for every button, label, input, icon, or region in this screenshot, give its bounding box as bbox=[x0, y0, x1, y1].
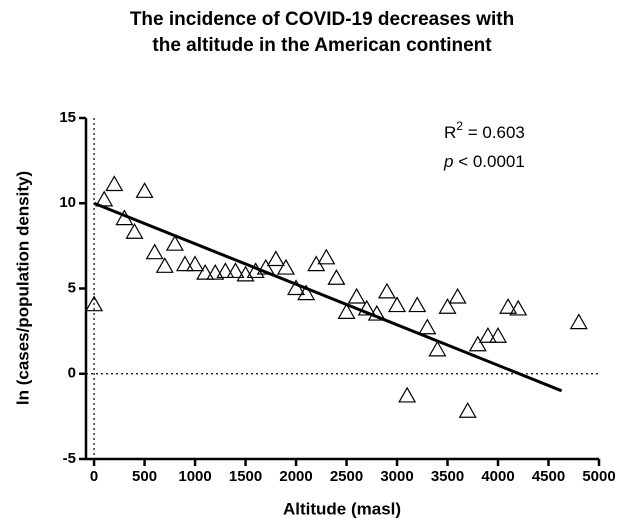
point bbox=[509, 299, 528, 316]
r-squared: R2 = 0.603 bbox=[444, 119, 525, 142]
point bbox=[367, 304, 386, 321]
x-tick-label: 0 bbox=[90, 468, 98, 485]
r2-text: R bbox=[444, 123, 456, 142]
y-tick-label: -5 bbox=[63, 450, 76, 467]
p-text: p bbox=[443, 152, 453, 171]
x-tick-label: 2500 bbox=[330, 468, 363, 485]
point bbox=[297, 284, 316, 301]
point bbox=[347, 287, 366, 304]
point bbox=[468, 335, 487, 352]
point bbox=[186, 255, 205, 272]
point bbox=[145, 243, 164, 260]
point bbox=[165, 234, 184, 251]
x-tick-label: 4500 bbox=[532, 468, 565, 485]
point bbox=[115, 209, 134, 226]
point bbox=[276, 258, 295, 275]
point bbox=[125, 223, 144, 239]
p-value: p < 0.0001 bbox=[443, 152, 525, 171]
point bbox=[95, 190, 114, 207]
point bbox=[458, 402, 477, 418]
x-axis-label: Altitude (masl) bbox=[283, 499, 401, 518]
point bbox=[327, 269, 346, 285]
point bbox=[569, 313, 588, 330]
x-tick-label: 2000 bbox=[279, 468, 312, 485]
point bbox=[287, 279, 306, 296]
point bbox=[448, 287, 467, 304]
r2-sup: 2 bbox=[456, 119, 463, 133]
point bbox=[488, 327, 508, 343]
point bbox=[85, 295, 104, 312]
r2-value: = 0.603 bbox=[463, 123, 525, 142]
y-tick-label: 10 bbox=[59, 194, 76, 211]
point bbox=[226, 262, 245, 279]
chart-title: the altitude in the American continent bbox=[152, 35, 492, 56]
point bbox=[478, 327, 497, 343]
x-tick-label: 3000 bbox=[380, 468, 413, 485]
point bbox=[105, 175, 124, 192]
point bbox=[387, 296, 407, 313]
point bbox=[266, 250, 285, 267]
point bbox=[499, 298, 518, 314]
point bbox=[175, 255, 194, 272]
point bbox=[438, 298, 457, 314]
point bbox=[236, 265, 255, 282]
point bbox=[135, 182, 154, 198]
x-tick-label: 1500 bbox=[229, 468, 262, 485]
point bbox=[256, 258, 275, 275]
y-tick-label: 5 bbox=[68, 279, 76, 296]
point bbox=[377, 282, 396, 299]
point bbox=[428, 340, 447, 357]
point bbox=[357, 299, 376, 316]
x-tick-label: 5000 bbox=[582, 468, 615, 485]
point bbox=[155, 257, 174, 273]
y-tick-label: 15 bbox=[59, 109, 76, 126]
x-tick-label: 3500 bbox=[431, 468, 464, 485]
p-value-text: < 0.0001 bbox=[453, 152, 524, 171]
point bbox=[337, 303, 356, 319]
point bbox=[408, 296, 427, 313]
point bbox=[216, 262, 235, 279]
x-tick-label: 500 bbox=[132, 468, 157, 485]
y-tick-label: 0 bbox=[68, 365, 76, 382]
point bbox=[418, 318, 437, 335]
chart-title: The incidence of COVID-19 decreases with bbox=[130, 9, 514, 30]
x-tick-label: 4000 bbox=[481, 468, 514, 485]
regression-line bbox=[93, 201, 563, 393]
point bbox=[196, 263, 215, 280]
y-axis-label: ln (cases/population density) bbox=[13, 171, 32, 405]
x-tick-label: 1000 bbox=[178, 468, 211, 485]
point bbox=[206, 263, 225, 280]
point bbox=[317, 248, 336, 265]
point bbox=[398, 386, 417, 403]
